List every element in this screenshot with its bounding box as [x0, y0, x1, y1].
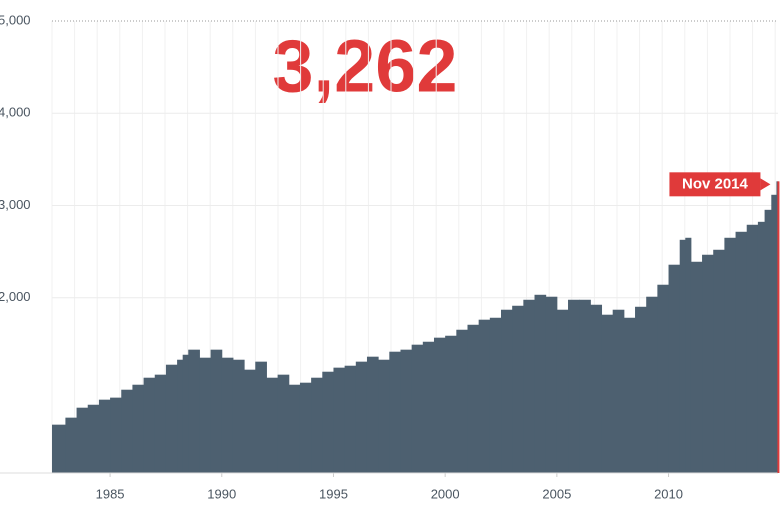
- area-step: [255, 361, 267, 473]
- annotation-box: [669, 172, 761, 197]
- area-step: [177, 359, 184, 473]
- area-step: [221, 357, 234, 473]
- area-step: [188, 349, 200, 473]
- x-tick-label: 2000: [431, 486, 460, 501]
- area-step: [612, 309, 625, 473]
- x-tick-label: 2010: [654, 486, 683, 501]
- x-tick-label: 1985: [96, 486, 125, 501]
- area-step: [355, 361, 368, 473]
- area-step: [746, 224, 759, 473]
- area-step: [65, 417, 78, 473]
- area-step: [657, 284, 670, 473]
- area-step: [545, 296, 558, 473]
- area-step: [771, 194, 777, 474]
- area-step: [366, 356, 379, 473]
- area-step: [154, 374, 167, 473]
- area-step: [199, 357, 212, 473]
- area-step: [422, 341, 435, 473]
- area-step: [646, 296, 658, 473]
- area-step: [87, 404, 100, 473]
- area-step: [389, 351, 401, 473]
- x-tick-label: 1995: [319, 486, 348, 501]
- area-step: [467, 324, 480, 473]
- annotation: Nov 2014: [682, 175, 749, 192]
- y-tick-label: 3,000: [0, 197, 31, 212]
- area-step: [411, 344, 424, 473]
- area-step: [685, 237, 692, 473]
- area-step: [690, 261, 703, 473]
- area-step: [623, 317, 636, 473]
- area-step: [322, 371, 334, 473]
- area-step: [98, 399, 111, 473]
- area-step: [433, 337, 446, 473]
- area-step: [311, 377, 323, 473]
- area-step: [668, 264, 681, 473]
- area-step: [713, 249, 725, 473]
- area-step: [489, 317, 502, 473]
- area-step: [556, 309, 569, 473]
- area-step: [679, 239, 686, 473]
- area-step: [277, 374, 290, 473]
- area-step: [232, 359, 245, 473]
- area-step: [501, 309, 513, 473]
- area-step: [244, 369, 256, 473]
- area-step: [735, 231, 748, 473]
- area-step: [601, 314, 614, 473]
- area-step: [52, 424, 66, 473]
- area-step: [757, 221, 766, 473]
- area-step: [456, 329, 468, 473]
- area-step: [724, 237, 737, 473]
- area-step: [165, 364, 178, 473]
- area-step: [121, 389, 133, 473]
- area-step: [210, 349, 223, 473]
- area-step: [288, 384, 301, 473]
- area-step: [400, 349, 413, 473]
- area-step: [534, 294, 547, 473]
- area-step: [333, 367, 346, 473]
- area-step: [523, 299, 536, 473]
- area-step: [568, 299, 580, 473]
- annotation-arrow: [760, 178, 771, 191]
- area-step: [635, 306, 647, 473]
- y-tick-label: 2,000: [0, 289, 31, 304]
- area-step: [299, 382, 312, 473]
- area-step: [445, 335, 457, 473]
- big-value: 3,262: [272, 25, 457, 108]
- x-tick-label: 2005: [542, 486, 571, 501]
- area-step: [182, 354, 189, 473]
- area-step: [702, 254, 714, 473]
- area-step: [110, 397, 122, 473]
- area-step: [478, 319, 491, 473]
- area-step: [266, 377, 279, 473]
- x-tick-label: 1990: [207, 486, 236, 501]
- area-step: [512, 305, 524, 473]
- y-tick-label: 5,000: [0, 12, 31, 27]
- area-step: [143, 377, 156, 473]
- area-step: [132, 384, 145, 473]
- area-step: [76, 407, 89, 473]
- area-step: [590, 304, 603, 473]
- y-tick-label: 4,000: [0, 105, 31, 120]
- area-step: [344, 365, 357, 473]
- area-step: [579, 299, 591, 473]
- area-step: [378, 359, 390, 473]
- area-step: [764, 209, 772, 473]
